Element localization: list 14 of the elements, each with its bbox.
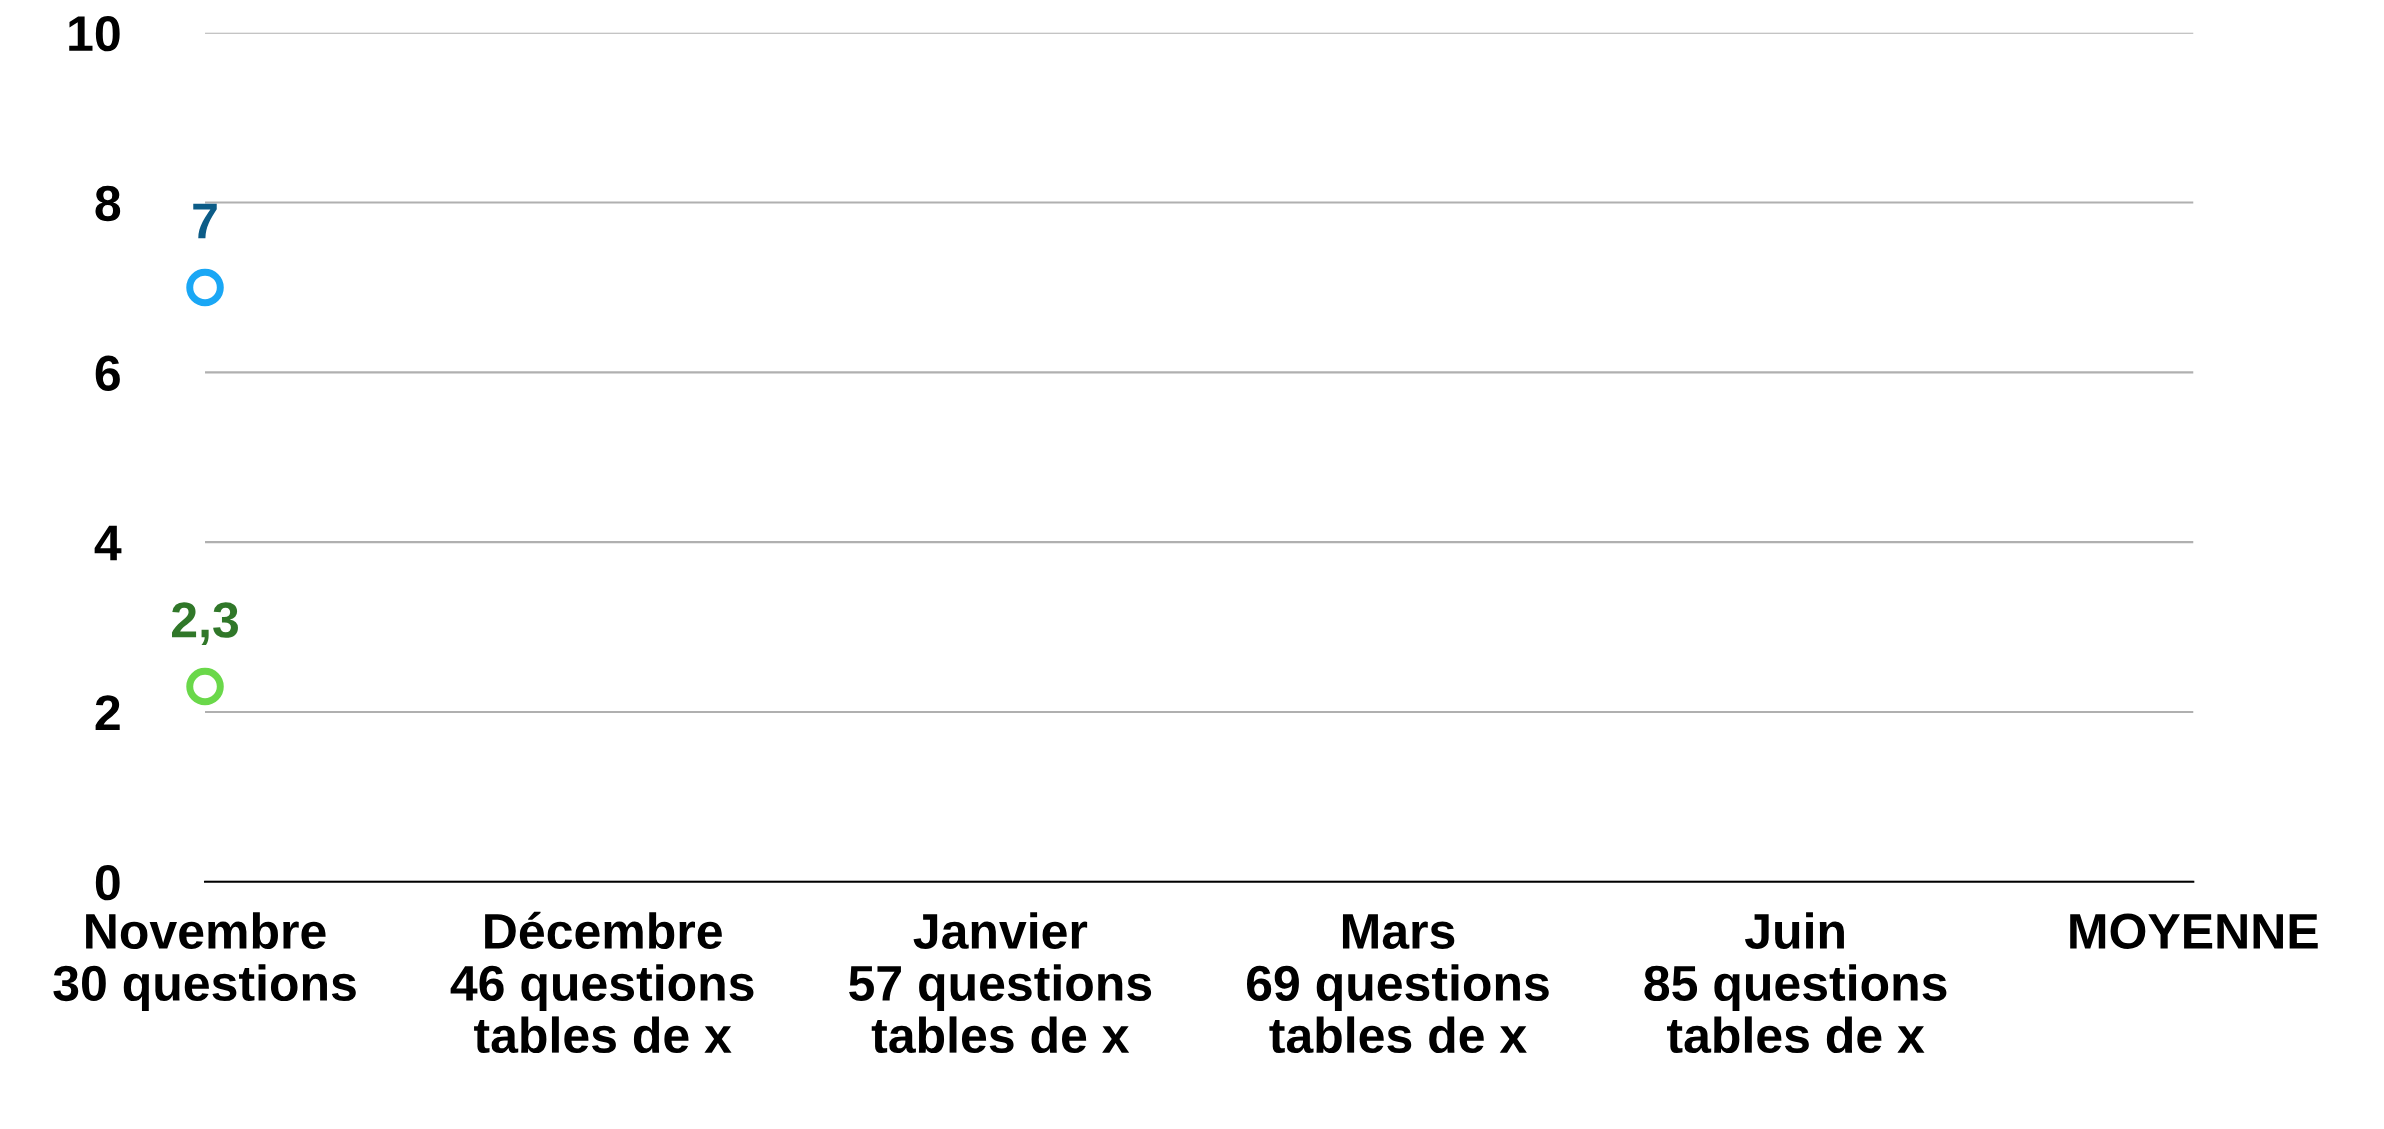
y-tick-label: 4 (94, 525, 122, 561)
x-tick-label: Mars 69 questions tables de x (1247, 914, 1549, 1054)
y-tick-label: 2 (95, 695, 120, 731)
x-tick-label: Juin 85 questions tables de x (1644, 912, 1947, 1054)
data-label: 2,3 (172, 602, 238, 645)
y-tick-label: 10 (69, 15, 120, 52)
data-label: 7 (193, 203, 217, 239)
x-tick-label: Janvier 57 questions tables de x (849, 912, 1152, 1054)
x-tick-label: Décembre 46 questions tables de x (450, 911, 754, 1054)
y-tick-label: 8 (95, 185, 121, 222)
x-tick-label: Novembre 30 questions (53, 912, 356, 1011)
y-tick-label: 6 (95, 355, 120, 391)
x-tick-label: MOYENNE (2070, 913, 2318, 950)
y-tick-label: 0 (95, 864, 120, 901)
